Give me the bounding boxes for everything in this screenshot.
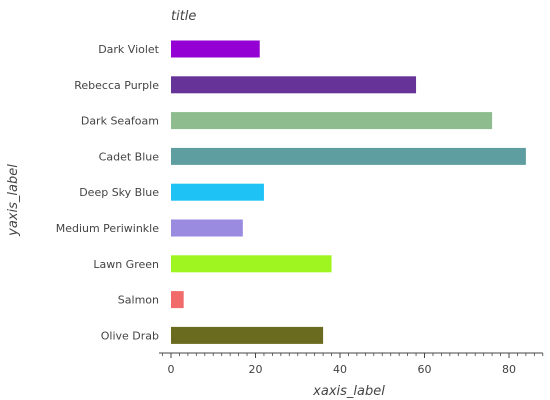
x-tick-label: 20 <box>249 363 263 376</box>
y-tick-label-medium-periwinkle: Medium Periwinkle <box>56 222 160 235</box>
bar-dark-seafoam <box>171 112 493 130</box>
bars-group <box>171 40 526 344</box>
bar-lawn-green <box>171 255 332 273</box>
x-tick-label: 60 <box>418 363 432 376</box>
bar-cadet-blue <box>171 147 526 165</box>
y-tick-label-cadet-blue: Cadet Blue <box>99 150 160 163</box>
bar-dark-violet <box>171 40 260 58</box>
x-axis: 0 20 40 60 80 <box>159 352 544 376</box>
bar-salmon <box>171 291 184 309</box>
x-axis-label: xaxis_label <box>312 384 385 399</box>
y-tick-label-dark-seafoam: Dark Seafoam <box>81 115 159 128</box>
bar-rebecca-purple <box>171 76 417 94</box>
bar-medium-periwinkle <box>171 219 243 237</box>
x-tick-label: 0 <box>168 363 175 376</box>
y-tick-label-rebecca-purple: Rebecca Purple <box>74 79 159 92</box>
y-axis-label: yaxis_label <box>6 164 21 237</box>
bar-deep-sky-blue <box>171 183 264 201</box>
y-tick-label-dark-violet: Dark Violet <box>98 43 159 56</box>
y-tick-label-deep-sky-blue: Deep Sky Blue <box>79 186 159 199</box>
chart-title: title <box>171 9 196 24</box>
y-tick-labels: Olive Drab Salmon Lawn Green Medium Periwin… <box>56 43 160 342</box>
x-tick-label: 80 <box>502 363 516 376</box>
y-tick-label-lawn-green: Lawn Green <box>93 258 159 271</box>
y-tick-label-salmon: Salmon <box>118 294 159 307</box>
x-tick-label: 40 <box>333 363 347 376</box>
bar-olive-drab <box>171 326 324 344</box>
y-tick-label-olive-drab: Olive Drab <box>101 329 159 342</box>
